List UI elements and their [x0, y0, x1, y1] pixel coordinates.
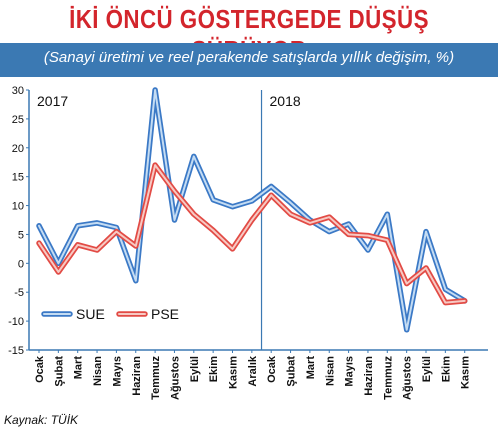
axes	[28, 90, 488, 351]
x-tick-label: Nisan	[324, 356, 336, 386]
year-labels: 2017 2018	[37, 93, 301, 109]
x-tick-label: Kasım	[228, 356, 240, 389]
legend-label: PSE	[151, 306, 179, 322]
x-tick-label: Mart	[305, 356, 317, 380]
series-line-sue-highlight	[38, 89, 466, 331]
y-axis-ticks: 30 25 20 15 10 5 0 -5 -10 -15	[8, 85, 29, 357]
x-tick-label: Ocak	[266, 355, 278, 383]
y-tick-label: -15	[8, 345, 24, 357]
y-tick-label: -10	[8, 316, 24, 328]
x-tick-label: Nisan	[92, 356, 104, 386]
y-tick-label: 0	[18, 258, 24, 270]
series-line-pse-highlight	[38, 164, 466, 304]
y-tick-label: 20	[12, 143, 24, 155]
y-tick-label: 30	[12, 85, 24, 97]
x-tick-label: Mart	[73, 356, 85, 380]
series-lines	[36, 87, 468, 333]
x-axis-ticks: Ocak Şubat Mart Nisan Mayıs Haziran Temmuz Ağus…	[34, 350, 472, 400]
x-tick-label: Temmuz	[150, 356, 162, 400]
x-tick-label: Haziran	[363, 356, 375, 396]
x-tick-label: Eylül	[189, 356, 201, 382]
x-tick-label: Ekim	[208, 356, 220, 383]
x-tick-label: Eylül	[421, 356, 433, 382]
source-note: Kaynak: TÜİK	[4, 413, 79, 427]
x-tick-label: Şubat	[286, 356, 298, 387]
year-label: 2018	[270, 93, 301, 109]
x-tick-label: Ağustos	[169, 356, 181, 400]
chart-subtitle: (Sanayi üretimi ve reel perakende satışl…	[43, 49, 455, 66]
legend-label: SUE	[76, 306, 105, 322]
x-tick-label: Mayıs	[344, 356, 356, 387]
x-tick-label: Ağustos	[402, 356, 414, 400]
x-tick-label: Ocak	[34, 355, 46, 383]
subtitle-band	[0, 43, 498, 77]
y-tick-label: 10	[12, 201, 24, 213]
x-tick-label: Temmuz	[382, 356, 394, 400]
y-tick-label: -5	[14, 287, 24, 299]
y-tick-label: 25	[12, 114, 24, 126]
y-tick-label: 5	[18, 229, 24, 241]
year-label: 2017	[37, 93, 68, 109]
x-tick-label: Kasım	[460, 356, 472, 389]
x-tick-label: Şubat	[53, 356, 65, 387]
x-tick-label: Haziran	[131, 356, 143, 396]
x-tick-label: Aralık	[247, 355, 259, 386]
legend: SUE PSE	[41, 306, 179, 322]
x-tick-label: Mayıs	[111, 356, 123, 387]
x-tick-label: Ekim	[440, 356, 452, 383]
y-tick-label: 15	[12, 172, 24, 184]
